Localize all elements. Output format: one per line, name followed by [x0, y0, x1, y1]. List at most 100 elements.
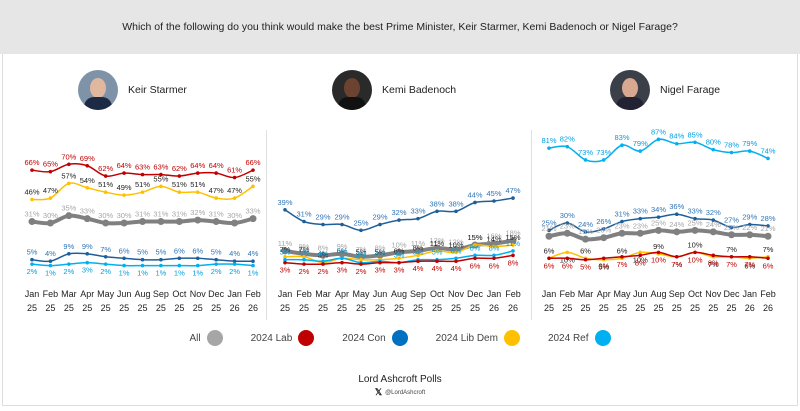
data-label: 51% [190, 180, 205, 189]
x-tick-label: Jun [373, 289, 388, 299]
data-label: 33% [410, 207, 425, 216]
data-label: 24% [706, 220, 721, 229]
data-label: 3% [280, 266, 291, 275]
data-label: 44% [467, 190, 482, 199]
data-point [601, 256, 606, 261]
x-tick-label: Feb [245, 289, 261, 299]
data-point [656, 137, 661, 142]
data-label: 6% [562, 261, 573, 270]
data-label: 31% [24, 210, 39, 219]
data-point [565, 256, 570, 261]
data-point [473, 200, 477, 205]
data-label: 9% [63, 242, 74, 251]
legend-swatch [298, 330, 315, 346]
x-tick-label: Dec [723, 289, 740, 299]
data-label: 65% [43, 160, 58, 169]
data-label: 7% [708, 260, 719, 269]
data-label: 5% [413, 248, 424, 257]
data-label: 6% [451, 246, 462, 255]
data-label: 11% [430, 239, 445, 248]
data-label: 5% [432, 248, 443, 257]
data-label: 7% [356, 245, 367, 254]
data-label: 1% [119, 269, 130, 278]
x-tick-label: Sep [669, 289, 685, 299]
data-point [359, 262, 363, 266]
data-point [693, 140, 697, 145]
data-label: 66% [245, 158, 260, 167]
avatar-farage [610, 70, 650, 110]
data-label: 47% [209, 186, 224, 195]
data-point [140, 190, 145, 194]
data-label: 1% [192, 269, 203, 278]
data-point [232, 259, 237, 263]
x-tick-year: 25 [375, 303, 385, 313]
data-label: 3% [337, 266, 348, 275]
x-tick-year: 25 [562, 303, 572, 313]
data-label: 2% [63, 267, 74, 276]
data-label: 7% [671, 260, 682, 269]
data-point [638, 149, 643, 153]
data-label: 7% [100, 245, 111, 254]
x-tick-year: 25 [726, 303, 736, 313]
legend-label: 2024 Ref [547, 332, 589, 344]
data-point [416, 253, 420, 258]
legend-item: 2024 Lab [251, 330, 315, 346]
data-label: 35% [61, 204, 76, 213]
data-point [620, 254, 624, 259]
x-tick-label: Aug [134, 289, 150, 299]
data-point [103, 190, 108, 194]
data-label: 63% [153, 163, 168, 172]
data-label: 10% [391, 240, 406, 249]
data-label: 1% [45, 269, 56, 278]
panel-title-farage: Nigel Farage [660, 84, 721, 96]
data-point [177, 190, 182, 194]
data-point [747, 222, 752, 227]
data-label: 25% [687, 218, 702, 227]
x-tick-year: 25 [672, 303, 682, 313]
data-point [232, 175, 237, 180]
data-point [511, 243, 515, 247]
data-point [728, 231, 735, 239]
data-label: 21% [760, 224, 775, 233]
legend-swatch [391, 330, 408, 346]
x-tick-year: 26 [248, 303, 258, 313]
data-label: 8% [375, 243, 386, 252]
data-point [693, 250, 697, 255]
panel-chart-2: 81% 82%73% 73%83%79%87% 84% 85%80% 78% 79%74%2… [541, 127, 775, 313]
data-label: 51% [172, 180, 187, 189]
data-label: 8% [489, 243, 500, 252]
data-label: 2% [356, 267, 367, 276]
data-point [251, 259, 255, 263]
legend-item: 2024 Con [342, 330, 408, 346]
data-point [511, 249, 515, 253]
data-point [473, 256, 477, 261]
panel-title-badenoch: Kemi Badenoch [382, 84, 457, 96]
data-label: 2% [299, 267, 310, 276]
data-point [177, 263, 182, 268]
data-label: 27% [724, 215, 739, 224]
data-point [302, 257, 306, 262]
data-point [283, 208, 287, 212]
data-point [636, 229, 644, 237]
data-label: 47% [43, 186, 58, 195]
data-label: 73% [578, 148, 593, 157]
data-label: 25% [541, 218, 556, 227]
data-point [67, 162, 71, 167]
data-point [120, 219, 128, 227]
data-label: 8% [413, 243, 424, 252]
legend-swatch [594, 330, 611, 346]
handle-text: @LordAshcroft [385, 389, 426, 396]
data-point [693, 216, 697, 221]
chart-frame [2, 54, 798, 406]
data-label: 5% [211, 248, 222, 257]
panel-chart-0: 66% 65%70% 69%62% 64% 63% 63% 62% 64% 64% 61%66%4… [24, 152, 260, 313]
x-tick-year: 26 [745, 303, 755, 313]
x-tick-label: Jan [542, 289, 557, 299]
data-point [376, 251, 384, 259]
data-label: 3% [375, 266, 386, 275]
data-label: 3% [318, 251, 329, 260]
data-label: 10% [633, 255, 648, 264]
data-label: 1% [248, 269, 259, 278]
data-point [177, 174, 182, 178]
panel-header-badenoch: Kemi Badenoch [332, 70, 456, 110]
